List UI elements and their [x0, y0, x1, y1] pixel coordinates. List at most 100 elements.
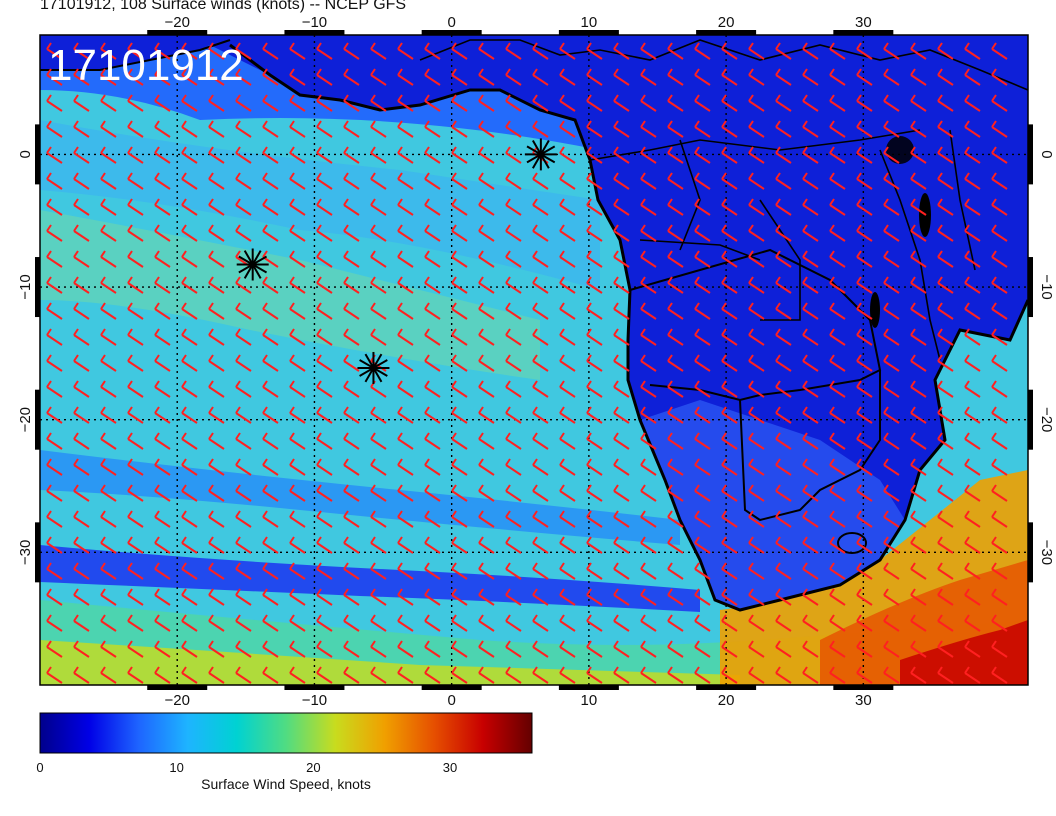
wind-barb [235, 458, 252, 476]
wind-barb [397, 42, 414, 60]
wind-barb [154, 432, 171, 450]
wind-barb [505, 614, 522, 632]
wind-barb [640, 640, 657, 658]
wind-barb [937, 302, 954, 320]
wind-barb [883, 276, 900, 294]
wind-barb [910, 94, 927, 112]
wind-barb [667, 458, 684, 476]
wind-barb [397, 640, 414, 658]
wind-barb [73, 94, 90, 112]
wind-barb [100, 614, 117, 632]
wind-barb [100, 432, 117, 450]
wind-barb [694, 68, 711, 86]
wind-barb [964, 172, 981, 190]
wind-barb [829, 120, 846, 138]
wind-barb [991, 250, 1008, 268]
wind-barb [505, 302, 522, 320]
wind-barb [505, 458, 522, 476]
wind-barb [559, 536, 576, 554]
wind-barb [856, 562, 873, 580]
wind-barb [235, 146, 252, 164]
wind-barb [343, 406, 360, 424]
wind-barb [613, 42, 630, 60]
lon-tick-label: 0 [447, 692, 455, 709]
wind-barb [667, 276, 684, 294]
wind-barb [100, 42, 117, 60]
wind-barb [721, 68, 738, 86]
wind-barb [532, 510, 549, 528]
wind-barb [424, 484, 441, 502]
wind-barb [316, 458, 333, 476]
wind-barb [532, 328, 549, 346]
wind-barb [451, 614, 468, 632]
wind-barb [991, 172, 1008, 190]
wind-barb [235, 328, 252, 346]
wind-barb [289, 588, 306, 606]
wind-barb [397, 614, 414, 632]
wind-barb [856, 536, 873, 554]
wind-barb [208, 614, 225, 632]
wind-barb [883, 120, 900, 138]
wind-barb [532, 458, 549, 476]
wind-barb [289, 562, 306, 580]
wind-barb [316, 536, 333, 554]
wind-barb [73, 276, 90, 294]
wind-barb [208, 146, 225, 164]
wind-barb [640, 458, 657, 476]
wind-barb [613, 354, 630, 372]
wind-barb [235, 198, 252, 216]
wind-barb [775, 510, 792, 528]
wind-barb [154, 380, 171, 398]
wind-barb [748, 380, 765, 398]
wind-barb [370, 458, 387, 476]
wind-barb [127, 172, 144, 190]
wind-barb [910, 120, 927, 138]
wind-barb [856, 458, 873, 476]
wind-barb [316, 640, 333, 658]
wind-barb [748, 94, 765, 112]
wind-barb [586, 328, 603, 346]
wind-barb [343, 42, 360, 60]
wind-barb [46, 146, 63, 164]
wind-barb [694, 250, 711, 268]
wind-barb [721, 198, 738, 216]
wind-barb [451, 380, 468, 398]
wind-barb [343, 302, 360, 320]
wind-barb [262, 42, 279, 60]
wind-barb [316, 588, 333, 606]
wind-barb [856, 380, 873, 398]
wind-barb [667, 198, 684, 216]
wind-barb [694, 536, 711, 554]
wind-barb [613, 120, 630, 138]
wind-barb [289, 94, 306, 112]
wind-barb [613, 302, 630, 320]
wind-barb [181, 42, 198, 60]
wind-barb [100, 172, 117, 190]
wind-barb [694, 406, 711, 424]
wind-barb [667, 224, 684, 242]
wind-barb [424, 94, 441, 112]
wind-barb [883, 536, 900, 554]
wind-barb [856, 146, 873, 164]
wind-barb [451, 354, 468, 372]
wind-barb [316, 198, 333, 216]
wind-barb [721, 406, 738, 424]
wind-barb [505, 146, 522, 164]
wind-barb [748, 432, 765, 450]
wind-barb [451, 510, 468, 528]
wind-barb [100, 484, 117, 502]
wind-barb [532, 94, 549, 112]
wind-barb [640, 68, 657, 86]
wind-barb [775, 146, 792, 164]
wind-barb [154, 224, 171, 242]
wind-barb [586, 406, 603, 424]
wind-barb [316, 42, 333, 60]
wind-barb [262, 250, 279, 268]
wind-barb [370, 276, 387, 294]
wind-barb [262, 120, 279, 138]
wind-barb [748, 198, 765, 216]
wind-barb [856, 198, 873, 216]
wind-barb [667, 640, 684, 658]
wind-barb [721, 94, 738, 112]
wind-barb [640, 250, 657, 268]
